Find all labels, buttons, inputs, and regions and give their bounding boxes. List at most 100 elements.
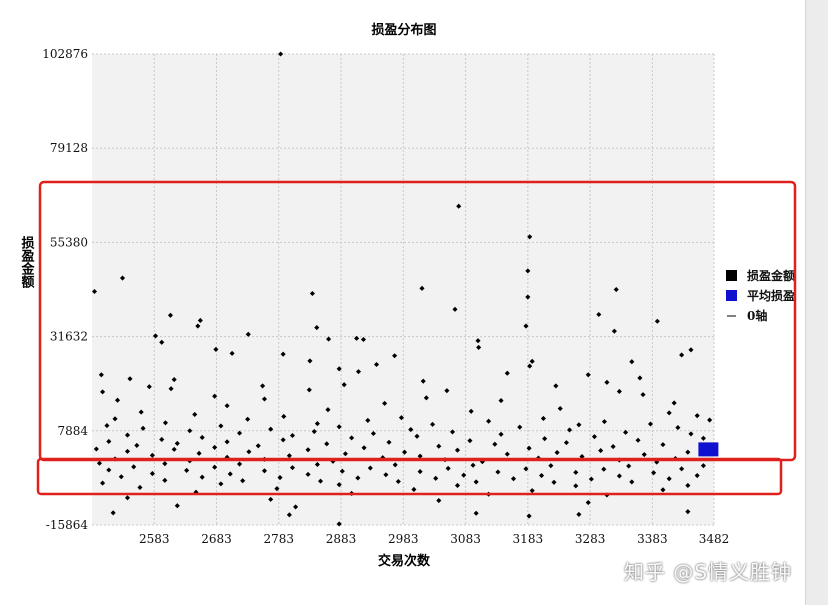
- y-tick-label: 79128: [50, 141, 88, 155]
- data-point: [373, 361, 380, 368]
- data-point: [227, 471, 233, 477]
- data-point: [355, 369, 362, 375]
- data-point: [616, 388, 622, 395]
- data-point: [162, 420, 169, 426]
- legend-label: 0轴: [747, 308, 767, 323]
- x-axis-ticks: 2583 2683 2783 2883 2983 3083 3183 3283 3383 3482: [139, 532, 729, 546]
- data-point: [473, 510, 479, 516]
- data-point: [468, 408, 474, 414]
- data-point: [449, 429, 456, 435]
- x-tick-label: 3383: [637, 532, 668, 546]
- data-point: [325, 407, 331, 413]
- data-point: [187, 428, 193, 434]
- data-point: [280, 437, 286, 443]
- data-point: [268, 426, 274, 432]
- data-point: [417, 453, 423, 459]
- data-point: [240, 478, 246, 484]
- data-point: [370, 430, 376, 437]
- data-point: [196, 450, 202, 456]
- x-tick-label: 3283: [575, 532, 606, 546]
- data-point: [671, 400, 677, 406]
- data-point: [382, 400, 388, 406]
- chart-title: 损盈分布图: [371, 22, 436, 38]
- data-point: [199, 434, 205, 441]
- data-point: [423, 395, 429, 401]
- data-point: [245, 331, 251, 337]
- data-point: [336, 482, 342, 488]
- data-point: [199, 474, 205, 480]
- data-point: [277, 474, 283, 481]
- data-point: [498, 431, 504, 437]
- data-point: [106, 467, 112, 473]
- data-point: [314, 461, 320, 467]
- data-point: [430, 421, 436, 427]
- data-point: [286, 512, 292, 518]
- data-point: [504, 451, 510, 457]
- data-point: [281, 413, 287, 420]
- data-point: [162, 477, 168, 483]
- data-point: [137, 484, 143, 491]
- data-point: [498, 398, 504, 404]
- x-tick-label: 3083: [450, 532, 481, 546]
- data-point: [349, 435, 355, 441]
- y-tick-label: 55380: [50, 235, 88, 249]
- data-point: [218, 423, 224, 429]
- data-point: [293, 504, 299, 510]
- data-point: [339, 468, 345, 474]
- data-point: [168, 386, 174, 392]
- y-axis-ticks: -15864 7884 31632 55380 79128 102876: [42, 47, 88, 532]
- data-point: [305, 471, 311, 477]
- x-tick-label: 2683: [201, 532, 232, 546]
- data-point: [245, 416, 251, 422]
- data-point: [286, 453, 292, 459]
- data-point: [260, 383, 266, 389]
- data-point: [289, 465, 296, 471]
- data-point: [486, 418, 492, 424]
- data-point: [526, 445, 532, 451]
- data-point: [585, 372, 591, 378]
- data-point: [445, 465, 451, 471]
- data-point: [651, 470, 657, 476]
- average-marker: [698, 442, 719, 457]
- data-point: [341, 382, 347, 388]
- data-point: [573, 483, 579, 489]
- data-point: [152, 333, 159, 339]
- data-point: [336, 424, 342, 430]
- data-point: [675, 425, 681, 431]
- data-point: [436, 443, 442, 449]
- data-point: [461, 472, 467, 478]
- data-point: [212, 393, 218, 399]
- data-point: [138, 409, 144, 415]
- data-point: [159, 339, 165, 345]
- data-point: [610, 444, 616, 450]
- x-tick-label: 2783: [264, 532, 295, 546]
- data-point: [523, 323, 529, 329]
- vertical-scrollbar[interactable]: [805, 0, 828, 605]
- data-point: [436, 498, 442, 504]
- data-point: [688, 431, 694, 437]
- data-point: [525, 294, 531, 300]
- data-point: [365, 417, 371, 423]
- y-tick-label: 31632: [50, 330, 88, 344]
- data-point: [591, 434, 598, 440]
- data-point: [420, 378, 426, 384]
- data-point: [454, 447, 461, 453]
- data-point: [278, 51, 284, 57]
- data-point: [444, 388, 450, 394]
- data-point: [467, 438, 473, 444]
- data-point: [261, 396, 268, 402]
- data-point: [354, 335, 360, 341]
- legend-swatch: [726, 290, 737, 301]
- data-point: [246, 449, 252, 455]
- data-point: [419, 285, 425, 291]
- y-tick-label: -15864: [46, 518, 89, 532]
- data-point: [355, 475, 361, 481]
- data-point: [174, 503, 180, 509]
- data-point: [641, 451, 647, 458]
- data-point: [470, 462, 476, 468]
- highlight-box-lower: [36, 457, 783, 496]
- data-point: [171, 446, 177, 452]
- data-point: [100, 389, 106, 395]
